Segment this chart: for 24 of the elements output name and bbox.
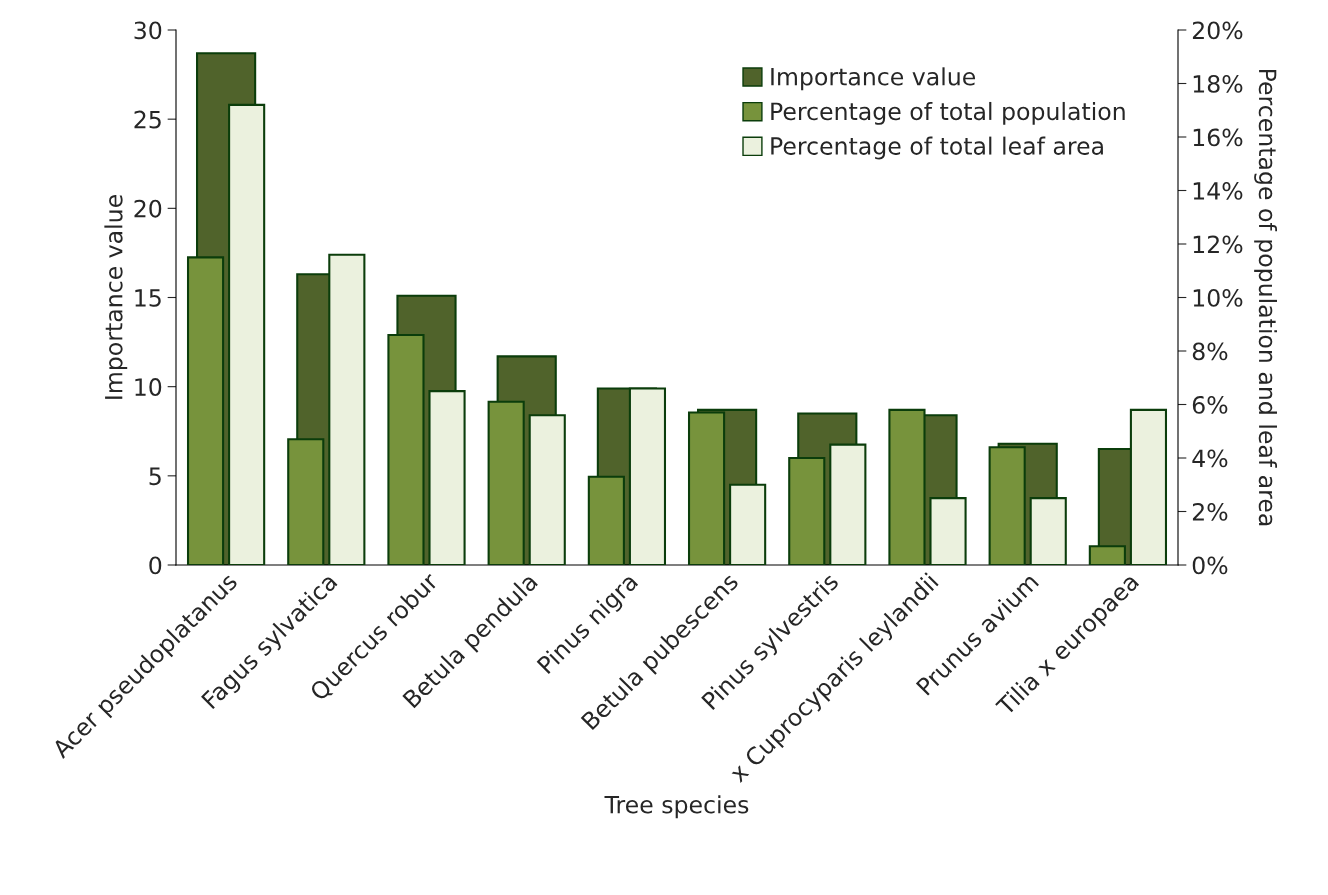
legend-label: Importance value: [771, 67, 976, 91]
y2-tick-label: 6%: [1192, 395, 1228, 414]
y2-tick-label: 8%: [1192, 342, 1228, 361]
y-tick-label: 0: [149, 556, 162, 575]
y2-tick-label: 20%: [1192, 21, 1243, 40]
legend-label: Percentage of total population: [771, 101, 1125, 125]
y2-tick-label: 10%: [1193, 288, 1243, 307]
y-tick-label: 15: [135, 289, 161, 307]
y-tick-label: 5: [149, 467, 161, 486]
y-tick-label: 25: [134, 110, 161, 129]
y-tick-label: 30: [134, 21, 162, 40]
y2-tick-label: 2%: [1192, 502, 1228, 521]
y-tick-label: 20: [134, 199, 162, 218]
y2-tick-label: 0%: [1192, 556, 1228, 575]
y-tick-label: 10: [135, 378, 162, 396]
y2-tick-label: 16%: [1193, 128, 1243, 147]
y2-tick-label: 18%: [1193, 74, 1243, 93]
y2-tick-label: 12%: [1193, 235, 1243, 254]
x-axis-title: Tree species: [604, 795, 749, 819]
y-axis-title: Importance value: [104, 195, 128, 399]
y2-tick-label: 4%: [1192, 449, 1228, 468]
y2-axis-title: Percentage of population and leaf area: [1254, 69, 1278, 526]
y2-tick-label: 14%: [1193, 181, 1243, 200]
legend-label: Percentage of total leaf area: [771, 136, 1103, 160]
